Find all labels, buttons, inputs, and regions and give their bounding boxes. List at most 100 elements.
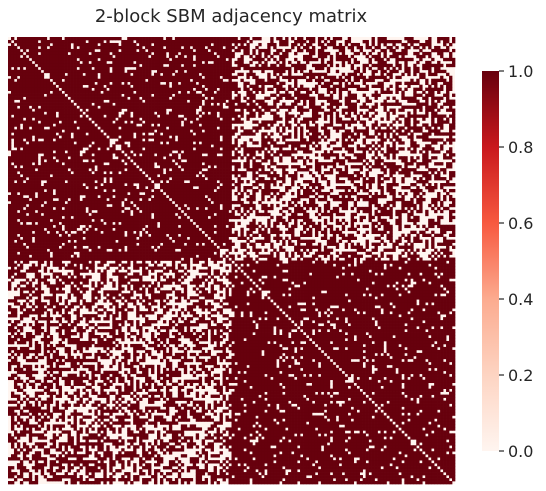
heatmap-cell [216, 105, 220, 109]
heatmap-cell [422, 51, 426, 56]
heatmap-cell [82, 54, 86, 59]
heatmap-cell [174, 87, 179, 91]
heatmap-cell [109, 102, 113, 106]
heatmap-cell [148, 117, 152, 121]
heatmap-cell [64, 108, 68, 112]
heatmap-cell [389, 171, 393, 175]
heatmap-cell [112, 42, 116, 47]
heatmap-cell [40, 129, 45, 133]
heatmap-cell [118, 37, 122, 41]
heatmap-cell [300, 120, 304, 124]
heatmap-cell [61, 69, 65, 74]
heatmap-cell [195, 165, 200, 169]
heatmap-cell [94, 117, 98, 121]
heatmap-cell [157, 54, 161, 59]
heatmap-cell [213, 108, 217, 112]
heatmap-cell [183, 153, 188, 157]
heatmap-cell [112, 165, 116, 169]
heatmap-cell [273, 174, 277, 178]
heatmap-cell [28, 78, 33, 83]
heatmap-cell [425, 171, 429, 175]
heatmap-cell [40, 99, 45, 103]
heatmap-cell [276, 51, 280, 56]
heatmap-cell [353, 108, 358, 112]
heatmap-cell [186, 93, 191, 97]
heatmap-cell [276, 37, 280, 41]
heatmap-cell [139, 84, 143, 89]
heatmap-cell [97, 156, 101, 160]
heatmap-cell [97, 144, 101, 148]
heatmap-cell [76, 123, 80, 127]
heatmap-cell [243, 87, 247, 91]
heatmap-cell [112, 150, 116, 154]
heatmap-cell [177, 177, 182, 181]
heatmap-cell [49, 96, 54, 100]
heatmap-cell [246, 108, 250, 112]
heatmap-cell [213, 132, 217, 136]
heatmap-cell [416, 69, 420, 74]
heatmap-cell [252, 93, 256, 97]
heatmap-cell [97, 84, 101, 89]
heatmap-cell [168, 48, 173, 53]
heatmap-cell [82, 132, 86, 136]
heatmap-cell [356, 69, 360, 74]
heatmap-cell [213, 126, 217, 130]
heatmap-cell [449, 165, 453, 169]
heatmap-cell [13, 51, 18, 56]
heatmap-cell [377, 75, 381, 80]
heatmap-cell [347, 159, 352, 163]
heatmap-cell [142, 66, 146, 71]
heatmap-cell [326, 135, 331, 139]
heatmap-cell [115, 37, 119, 41]
heatmap-cell [219, 174, 223, 178]
heatmap-cell [231, 66, 235, 71]
heatmap-cell [210, 165, 214, 169]
heatmap-cell [10, 93, 15, 97]
heatmap-cell [246, 165, 250, 169]
heatmap-cell [136, 141, 140, 145]
heatmap-cell [73, 162, 77, 166]
heatmap-cell [58, 153, 62, 157]
heatmap-cell [19, 69, 24, 74]
heatmap-cell [225, 60, 229, 65]
heatmap-cell [76, 120, 80, 124]
heatmap-cell [133, 81, 137, 86]
heatmap-cell [127, 69, 131, 74]
heatmap-cell [43, 37, 48, 41]
heatmap-cell [234, 39, 238, 44]
heatmap-cell [362, 138, 366, 142]
heatmap-cell [225, 114, 229, 118]
heatmap-cell [446, 57, 450, 62]
heatmap-cell [157, 108, 161, 112]
heatmap-cell [34, 42, 39, 47]
heatmap-cell [329, 123, 334, 127]
heatmap-cell [34, 114, 39, 118]
heatmap-cell [148, 120, 152, 124]
heatmap-cell [94, 54, 98, 59]
heatmap-cell [228, 159, 232, 163]
heatmap-cell [61, 120, 65, 124]
heatmap-cell [34, 126, 39, 130]
heatmap-cell [106, 168, 110, 172]
heatmap-cell [189, 75, 194, 80]
heatmap-cell [106, 126, 110, 130]
heatmap-cell [323, 150, 328, 154]
heatmap-cell [198, 63, 203, 68]
heatmap-cell [115, 177, 119, 181]
heatmap-cell [159, 60, 164, 65]
heatmap-cell [350, 117, 355, 121]
heatmap-cell [231, 105, 235, 109]
heatmap-cell [16, 159, 21, 163]
heatmap-cell [127, 54, 131, 59]
heatmap-cell [407, 37, 411, 41]
heatmap-cell [383, 162, 387, 166]
heatmap-cell [270, 105, 274, 109]
heatmap-cell [386, 135, 390, 139]
heatmap-cell [365, 111, 369, 115]
heatmap-cell [67, 99, 71, 103]
heatmap-cell [207, 162, 211, 166]
heatmap-cell [49, 171, 54, 175]
heatmap-cell [225, 126, 229, 130]
heatmap-cell [49, 126, 54, 130]
heatmap-cell [362, 87, 366, 91]
